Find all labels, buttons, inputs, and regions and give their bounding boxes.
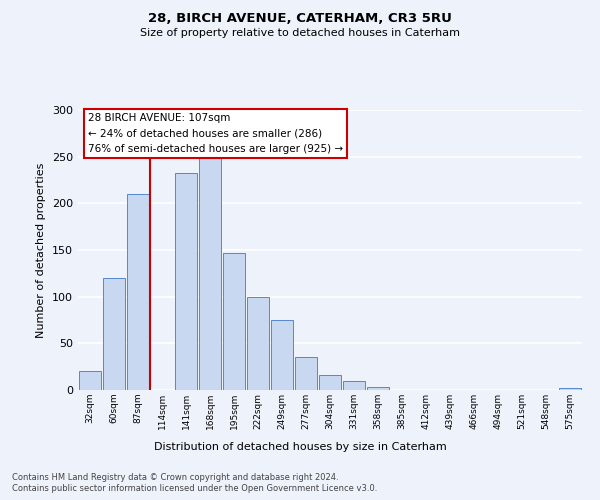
Bar — [271, 320, 293, 390]
Text: Distribution of detached houses by size in Caterham: Distribution of detached houses by size … — [154, 442, 446, 452]
Text: 28, BIRCH AVENUE, CATERHAM, CR3 5RU: 28, BIRCH AVENUE, CATERHAM, CR3 5RU — [148, 12, 452, 26]
Bar — [247, 296, 269, 390]
Bar — [319, 375, 341, 390]
Bar — [559, 388, 581, 390]
Bar — [343, 380, 365, 390]
Text: Contains public sector information licensed under the Open Government Licence v3: Contains public sector information licen… — [12, 484, 377, 493]
Bar — [103, 278, 125, 390]
Text: 28 BIRCH AVENUE: 107sqm
← 24% of detached houses are smaller (286)
76% of semi-d: 28 BIRCH AVENUE: 107sqm ← 24% of detache… — [88, 113, 343, 154]
Bar — [199, 156, 221, 390]
Bar — [295, 358, 317, 390]
Bar — [79, 372, 101, 390]
Text: Contains HM Land Registry data © Crown copyright and database right 2024.: Contains HM Land Registry data © Crown c… — [12, 472, 338, 482]
Bar — [175, 174, 197, 390]
Bar — [127, 194, 149, 390]
Bar — [367, 387, 389, 390]
Text: Size of property relative to detached houses in Caterham: Size of property relative to detached ho… — [140, 28, 460, 38]
Bar — [223, 253, 245, 390]
Y-axis label: Number of detached properties: Number of detached properties — [37, 162, 46, 338]
